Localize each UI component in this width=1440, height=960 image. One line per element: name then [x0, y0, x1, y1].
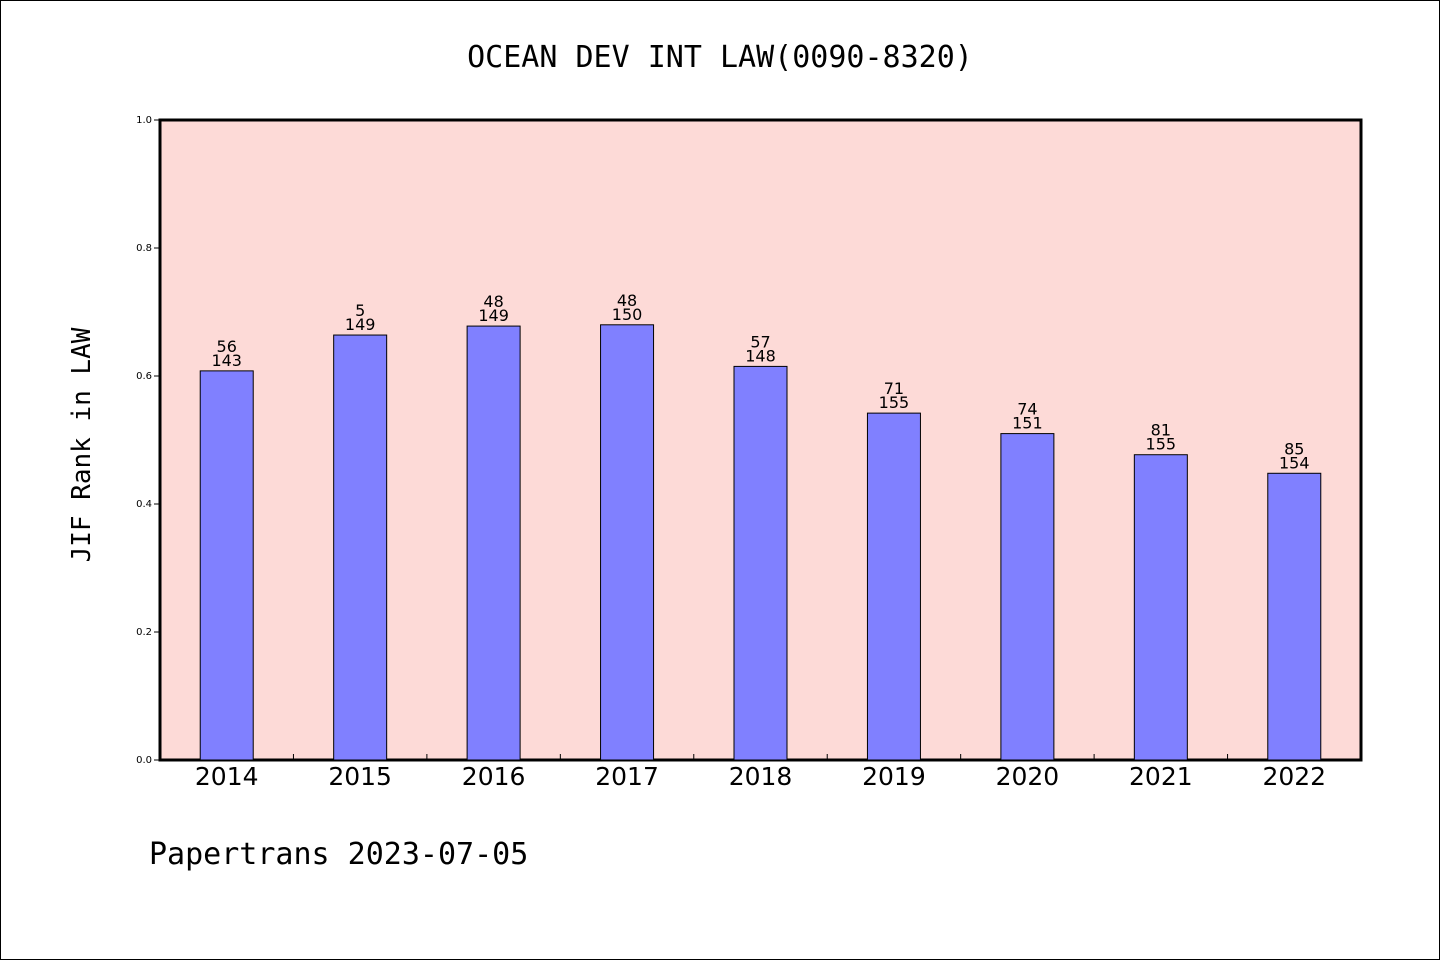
y-axis: 0.0 0.2 0.4 0.6 0.8 1.0 — [136, 115, 160, 766]
bar-2017 — [600, 324, 655, 761]
x-tick-label: 2022 — [1262, 762, 1326, 791]
bar-rank-label: 71 — [884, 379, 904, 398]
x-tick-label: 2019 — [862, 762, 926, 791]
bar-rank-label: 57 — [750, 332, 770, 351]
bar-total-label: 149 — [345, 315, 376, 334]
y-tick-label: 0.2 — [136, 627, 152, 638]
bar-rank-label: 48 — [483, 292, 503, 311]
footer-credit: Papertrans 2023-07-05 — [149, 837, 528, 872]
bar-total-label: 155 — [1146, 435, 1177, 454]
bar-2014 — [199, 370, 254, 761]
bar-2016 — [466, 325, 521, 761]
y-tick-label: 0.8 — [136, 243, 152, 254]
bar-2015 — [333, 334, 388, 761]
bar-rank-label: 85 — [1284, 439, 1304, 458]
bars — [199, 324, 1322, 761]
bar-total-label: 155 — [879, 393, 910, 412]
bar-total-label: 143 — [211, 351, 242, 370]
bar-total-label: 151 — [1012, 414, 1043, 433]
x-axis: 2014 2015 2016 2017 2018 2019 2020 2021 2022 — [195, 754, 1326, 791]
bar-rank-label: 81 — [1151, 421, 1171, 440]
x-tick-label: 2018 — [729, 762, 793, 791]
bar-total-label: 148 — [745, 346, 776, 365]
x-tick-label: 2017 — [595, 762, 659, 791]
bar-2018 — [733, 365, 788, 761]
y-tick-label: 0.0 — [136, 755, 152, 766]
x-tick-label: 2020 — [996, 762, 1060, 791]
bar-total-label: 154 — [1279, 453, 1310, 472]
x-tick-label: 2021 — [1129, 762, 1193, 791]
bar-2020 — [1000, 433, 1055, 761]
y-tick-label: 0.6 — [136, 371, 152, 382]
y-tick-label: 1.0 — [136, 115, 152, 126]
bar-2021 — [1133, 454, 1188, 761]
x-tick-label: 2016 — [462, 762, 526, 791]
y-tick-label: 0.4 — [136, 499, 152, 510]
x-tick-label: 2015 — [328, 762, 392, 791]
bar-2022 — [1267, 472, 1322, 761]
bar-2019 — [866, 412, 921, 761]
bar-rank-label: 56 — [217, 337, 237, 356]
bar-rank-label: 48 — [617, 291, 637, 310]
bar-total-label: 149 — [478, 306, 509, 325]
chart-title: OCEAN DEV INT LAW(0090-8320) — [467, 40, 973, 75]
y-axis-label: JIF Rank in LAW — [67, 327, 97, 562]
bar-rank-label: 74 — [1017, 400, 1037, 419]
bar-rank-label: 5 — [355, 301, 365, 320]
bar-total-label: 150 — [612, 305, 643, 324]
x-tick-label: 2014 — [195, 762, 259, 791]
